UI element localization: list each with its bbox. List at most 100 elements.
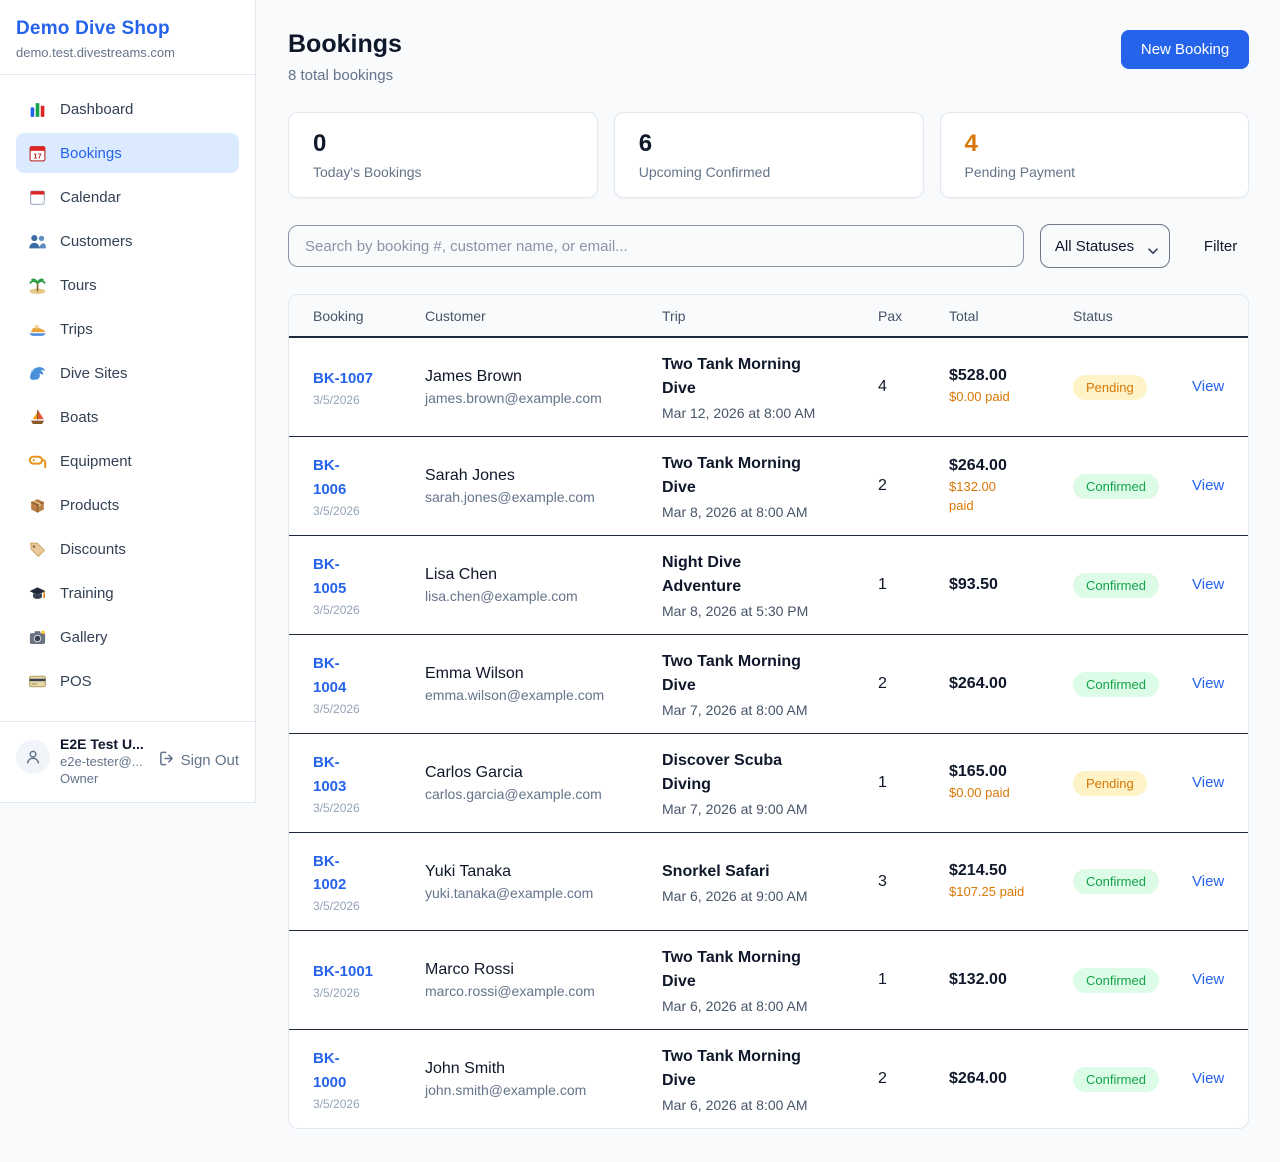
sidebar-item-label: Trips bbox=[60, 320, 93, 338]
actions-cell: View bbox=[1192, 477, 1224, 495]
stat-value: 4 bbox=[964, 130, 978, 157]
stat-value: 6 bbox=[638, 130, 653, 157]
sidebar-item-label: POS bbox=[60, 672, 92, 690]
status-cell: Confirmed bbox=[1073, 671, 1192, 697]
sidebar-item-discounts[interactable]: Discounts bbox=[16, 529, 239, 569]
status-cell: Pending bbox=[1073, 770, 1192, 796]
stat-card: 6 Upcoming Confirmed bbox=[613, 112, 924, 198]
customer-email: john.smith@example.com bbox=[425, 1082, 587, 1098]
view-link[interactable]: View bbox=[1192, 378, 1225, 395]
customer-email: yuki.tanaka@example.com bbox=[425, 884, 594, 901]
view-link[interactable]: View bbox=[1192, 675, 1225, 692]
pax-cell: 2 bbox=[878, 1070, 887, 1087]
column-header-trip: Trip bbox=[662, 307, 686, 324]
actions-cell: View bbox=[1192, 873, 1224, 891]
pax-cell: 1 bbox=[878, 971, 887, 988]
booking-cell: BK- 1000 3/5/2026 bbox=[313, 1047, 425, 1111]
new-booking-button[interactable]: New Booking bbox=[1120, 30, 1250, 69]
customer-cell: Lisa Chen lisa.chen@example.com bbox=[425, 566, 662, 604]
booking-id-link[interactable]: BK- 1006 bbox=[313, 457, 347, 498]
total-cell: $264.00 bbox=[949, 1070, 1073, 1088]
sidebar-nav: Dashboard 17 Bookings Calendar Customers Tour… bbox=[0, 75, 255, 715]
sidebar-item-label: Dive Sites bbox=[60, 364, 128, 382]
sidebar-item-products[interactable]: Products bbox=[16, 485, 239, 525]
sidebar-item-gallery[interactable]: Gallery bbox=[16, 617, 239, 657]
total-amount: $264.00 bbox=[949, 675, 1007, 692]
total-amount: $214.50 bbox=[949, 861, 1007, 879]
status-badge: Confirmed bbox=[1073, 671, 1159, 697]
trip-name: Two Tank Morning Dive bbox=[662, 455, 801, 496]
trip-name: Discover Scuba Diving bbox=[662, 752, 783, 793]
view-link[interactable]: View bbox=[1192, 576, 1225, 593]
sidebar-item-calendar[interactable]: Calendar bbox=[16, 177, 239, 217]
sign-out-icon bbox=[158, 750, 175, 771]
booking-id-link[interactable]: BK-1007 bbox=[313, 369, 374, 387]
booking-id-link[interactable]: BK- 1004 bbox=[313, 655, 347, 696]
sidebar-item-boats[interactable]: Boats bbox=[16, 397, 239, 437]
total-amount: $264.00 bbox=[949, 1070, 1007, 1087]
booking-id-link[interactable]: BK- 1000 bbox=[313, 1050, 347, 1091]
sidebar-item-label: Gallery bbox=[60, 628, 108, 646]
view-link[interactable]: View bbox=[1192, 872, 1225, 890]
view-link[interactable]: View bbox=[1192, 1070, 1225, 1087]
gallery-icon bbox=[28, 628, 47, 647]
customers-icon bbox=[28, 232, 47, 251]
pax-cell: 2 bbox=[878, 477, 887, 494]
table-row: BK- 1005 3/5/2026 Lisa Chen lisa.chen@examp… bbox=[289, 536, 1249, 635]
svg-text:17: 17 bbox=[33, 151, 41, 160]
sidebar-item-equipment[interactable]: Equipment bbox=[16, 441, 239, 481]
booking-cell: BK- 1002 3/5/2026 bbox=[313, 850, 425, 914]
user-section: E2E Test U... e2e-tester@... Owner Sign … bbox=[0, 721, 255, 802]
table-header-row: Booking Customer Trip Pax Total Status bbox=[289, 295, 1249, 338]
booking-id-link[interactable]: BK- 1002 bbox=[313, 852, 347, 893]
filter-button[interactable]: Filter bbox=[1203, 237, 1238, 255]
sidebar-item-trips[interactable]: Trips bbox=[16, 309, 239, 349]
sidebar-item-dive-sites[interactable]: Dive Sites bbox=[16, 353, 239, 393]
customer-email: lisa.chen@example.com bbox=[425, 588, 578, 604]
search-input[interactable] bbox=[288, 225, 1024, 267]
booking-cell: BK- 1003 3/5/2026 bbox=[313, 751, 425, 815]
table-row: BK- 1004 3/5/2026 Emma Wilson emma.wilson@e… bbox=[289, 635, 1249, 734]
customer-name: James Brown bbox=[425, 368, 522, 385]
trip-name: Two Tank Morning Dive bbox=[662, 1048, 801, 1089]
total-cell: $165.00 $0.00 paid bbox=[949, 763, 1073, 803]
view-link[interactable]: View bbox=[1192, 774, 1225, 791]
sidebar-item-pos[interactable]: POS bbox=[16, 661, 239, 701]
page-title: Bookings bbox=[288, 30, 402, 58]
calendar-icon bbox=[28, 188, 47, 207]
booking-id-link[interactable]: BK- 1003 bbox=[313, 754, 347, 795]
status-badge: Pending bbox=[1073, 770, 1147, 796]
stat-card: 0 Today's Bookings bbox=[288, 112, 598, 198]
sidebar-item-dashboard[interactable]: Dashboard bbox=[16, 89, 239, 129]
shop-name: Demo Dive Shop bbox=[16, 18, 170, 39]
sidebar-item-bookings[interactable]: 17 Bookings bbox=[16, 133, 239, 173]
booking-cell: BK-1001 3/5/2026 bbox=[313, 960, 425, 1000]
trip-time: Mar 12, 2026 at 8:00 AM bbox=[662, 405, 816, 421]
booking-id-link[interactable]: BK-1001 bbox=[313, 962, 374, 980]
view-link[interactable]: View bbox=[1192, 477, 1225, 494]
sidebar-item-tours[interactable]: Tours bbox=[16, 265, 239, 305]
customer-name: Emma Wilson bbox=[425, 665, 524, 682]
shop-domain: demo.test.divestreams.com bbox=[16, 45, 175, 60]
sign-out-button[interactable]: Sign Out bbox=[158, 750, 239, 771]
sidebar-item-training[interactable]: Training bbox=[16, 573, 239, 613]
trip-time: Mar 7, 2026 at 8:00 AM bbox=[662, 702, 808, 718]
actions-cell: View bbox=[1192, 774, 1224, 792]
status-select[interactable]: All Statuses bbox=[1039, 224, 1170, 268]
stat-label: Pending Payment bbox=[964, 164, 1076, 180]
sidebar-item-label: Boats bbox=[60, 408, 99, 426]
total-amount: $528.00 bbox=[949, 367, 1007, 385]
user-info: E2E Test U... e2e-tester@... Owner bbox=[60, 736, 148, 786]
booking-cell: BK- 1005 3/5/2026 bbox=[313, 553, 425, 617]
view-link[interactable]: View bbox=[1192, 971, 1225, 988]
trip-time: Mar 6, 2026 at 9:00 AM bbox=[662, 887, 808, 904]
trip-name: Night Dive Adventure bbox=[662, 554, 742, 595]
sidebar-item-customers[interactable]: Customers bbox=[16, 221, 239, 261]
booking-id-link[interactable]: BK- 1005 bbox=[313, 556, 347, 597]
paid-amount: $107.25 paid bbox=[949, 883, 1025, 899]
trip-name: Two Tank Morning Dive bbox=[662, 653, 801, 694]
trip-time: Mar 8, 2026 at 8:00 AM bbox=[662, 504, 808, 520]
user-name: E2E Test U... bbox=[60, 736, 144, 752]
total-cell: $264.00 bbox=[949, 675, 1073, 693]
stat-card: 4 Pending Payment bbox=[939, 112, 1250, 198]
